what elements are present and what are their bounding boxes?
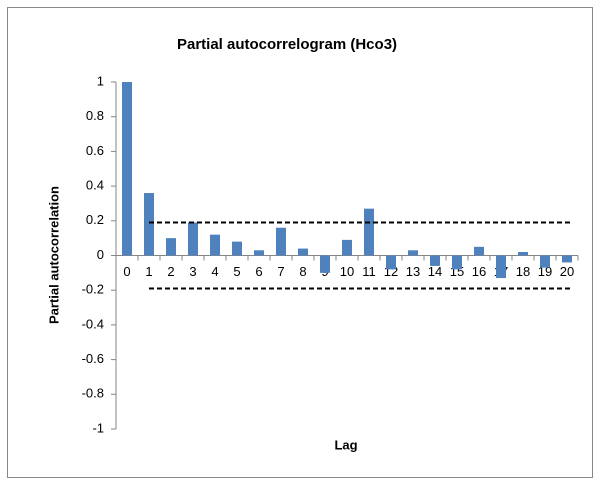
x-tick-label: 8 (299, 264, 306, 279)
x-tick-label: 7 (277, 264, 284, 279)
bar (298, 248, 308, 256)
y-tick-label: -0.2 (82, 282, 104, 297)
bar (540, 255, 550, 268)
y-tick-label: 0.6 (86, 143, 104, 158)
x-tick-label: 1 (145, 264, 152, 279)
bar (188, 222, 198, 256)
x-tick-label: 20 (560, 264, 574, 279)
bar (430, 255, 440, 266)
bar (166, 238, 176, 256)
bar (342, 239, 352, 256)
x-tick-label: 5 (233, 264, 240, 279)
x-tick-label: 14 (428, 264, 442, 279)
y-tick-label: 0 (97, 247, 104, 262)
bar (144, 193, 154, 256)
bar (122, 82, 132, 256)
bar (320, 255, 330, 273)
x-tick-label: 10 (340, 264, 354, 279)
y-tick-label: 0.8 (86, 108, 104, 123)
bar (210, 234, 220, 256)
x-tick-label: 2 (167, 264, 174, 279)
x-tick-label: 3 (189, 264, 196, 279)
x-tick-label: 6 (255, 264, 262, 279)
bar (232, 241, 242, 256)
y-tick-label: -0.4 (82, 316, 104, 331)
x-axis-title: Lag (334, 437, 357, 452)
x-tick-label: 19 (538, 264, 552, 279)
y-axis-title: Partial autocorrelation (46, 186, 61, 324)
x-tick-label: 18 (516, 264, 530, 279)
bar (408, 250, 418, 256)
y-tick-label: -1 (92, 420, 104, 435)
y-tick-label: 1 (97, 73, 104, 88)
y-tick-label: 0.2 (86, 212, 104, 227)
chart-frame (7, 7, 593, 478)
x-tick-label: 11 (362, 264, 376, 279)
chart-title: Partial autocorrelogram (Hco3) (177, 36, 397, 53)
bar (562, 255, 572, 263)
y-tick-label: -0.6 (82, 351, 104, 366)
x-tick-label: 13 (406, 264, 420, 279)
bar (254, 250, 264, 256)
y-tick-label: 0.4 (86, 178, 104, 193)
bar (386, 255, 396, 270)
bar (474, 246, 484, 256)
y-tick-label: -0.8 (82, 386, 104, 401)
x-tick-label: 0 (123, 264, 130, 279)
bar (452, 255, 462, 270)
x-tick-label: 4 (211, 264, 218, 279)
x-tick-label: 16 (472, 264, 486, 279)
bar (276, 227, 286, 256)
bar (364, 208, 374, 256)
bar (518, 252, 528, 256)
bar (496, 255, 506, 279)
